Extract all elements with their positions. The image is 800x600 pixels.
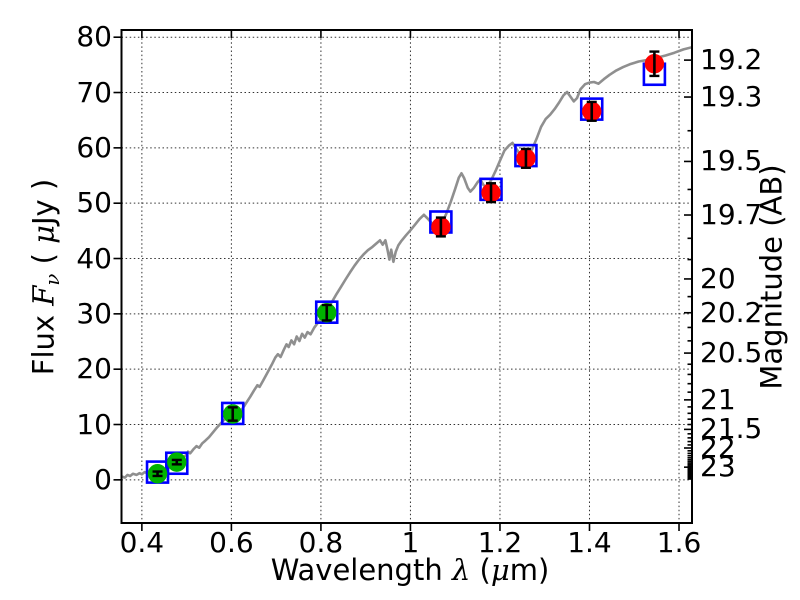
model-photometry-marker	[220, 401, 245, 426]
axis-label-part: Jy )	[26, 178, 61, 226]
mag-tick-label: 21.5	[700, 412, 763, 446]
x-tick-label: 0.8	[298, 526, 344, 559]
axis-label-part: λ	[451, 553, 471, 587]
spectrum-curve	[121, 45, 692, 479]
mag-tick-label: 23	[700, 450, 736, 484]
flux-tick-label: 80	[76, 20, 112, 54]
axis-label-part: Wavelength	[270, 553, 452, 587]
x-tick-label: 1.2	[477, 526, 523, 559]
flux-tick-label: 40	[76, 241, 112, 275]
mag-tick-label: 20.2	[700, 295, 763, 329]
flux-tick-label: 60	[76, 130, 112, 164]
flux-tick-label: 20	[76, 352, 112, 386]
mag-tick-label: 20	[700, 261, 736, 295]
x-tick-label: 0.4	[119, 526, 165, 559]
flux-tick-label: 0	[94, 462, 112, 496]
axis-label-part: m)	[509, 553, 550, 587]
axis-label-part: Flux	[26, 305, 61, 376]
mag-tick-label: 19.7	[700, 198, 763, 231]
axis-label-part: (	[470, 553, 491, 587]
mag-tick-label: 19.2	[700, 43, 763, 77]
x-axis-label: Wavelength λ (μm)	[271, 556, 550, 585]
x-tick-label: 1	[401, 526, 420, 559]
axis-label-part: μ	[490, 553, 510, 587]
mag-tick-label: 19.3	[700, 80, 763, 114]
x-tick-label: 0.6	[209, 526, 254, 559]
x-tick-label: 1.4	[567, 526, 612, 559]
flux-tick-label: 70	[76, 75, 112, 109]
model-photometry-marker	[314, 300, 339, 324]
axis-label-part: μ	[26, 225, 61, 244]
axes-frame	[120, 29, 693, 524]
mag-tick-label: 20.5	[700, 336, 763, 370]
mag-tick-label: 21	[700, 382, 736, 416]
flux-tick-label: 50	[76, 186, 112, 220]
flux-tick-label: 10	[76, 407, 112, 441]
mag-tick-label: 19.5	[700, 144, 763, 178]
axis-label-part: ν	[40, 273, 64, 286]
flux-tick-label: 30	[76, 296, 112, 330]
y-axis-left-label: Flux Fν ( μJy )	[26, 178, 64, 376]
axis-label-part: F	[26, 285, 61, 306]
axis-label-part: (	[26, 243, 61, 274]
x-tick-label: 1.6	[656, 526, 702, 559]
mag-tick-label: 22	[700, 431, 736, 464]
